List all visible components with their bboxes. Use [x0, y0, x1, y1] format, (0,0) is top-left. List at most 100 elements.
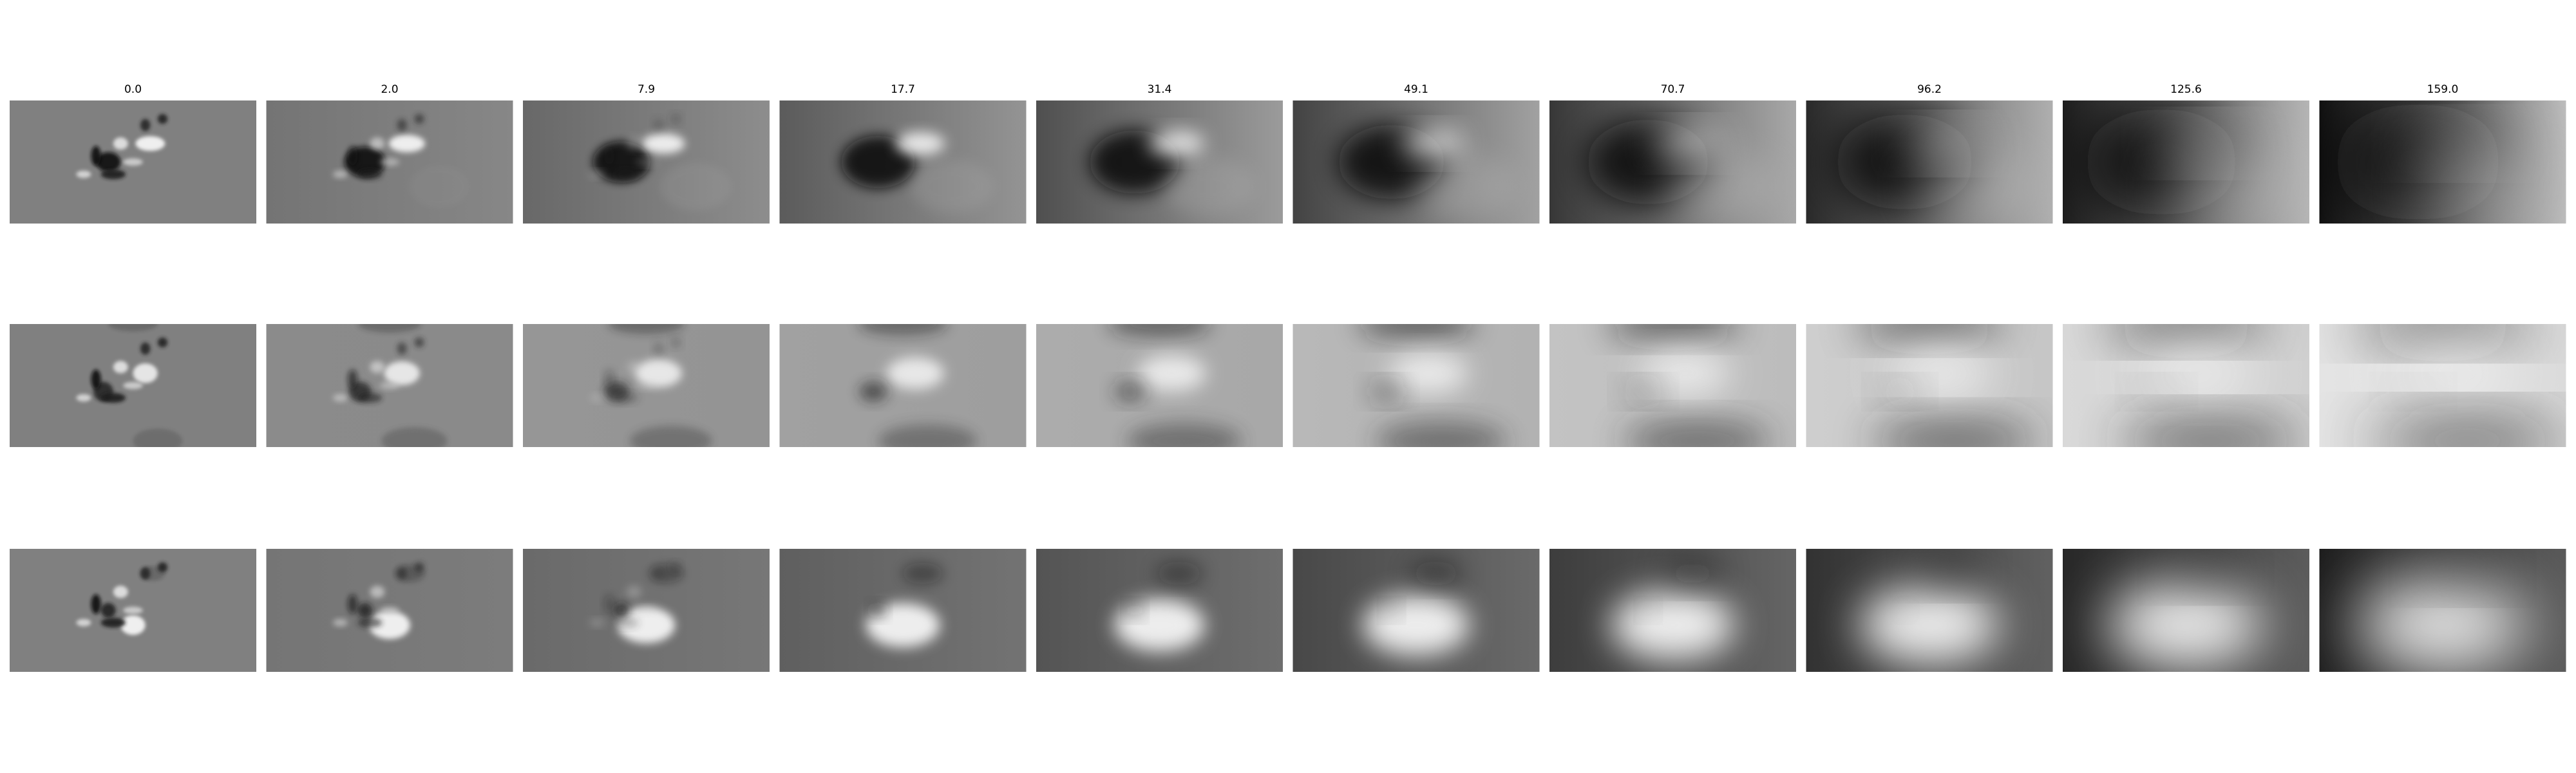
image-feature	[397, 342, 407, 355]
image-panel	[779, 100, 1027, 224]
image-feature	[76, 618, 91, 627]
image-feature	[629, 426, 712, 447]
image-feature	[2107, 324, 2266, 343]
image-feature	[2154, 603, 2169, 618]
image-feature	[636, 606, 656, 615]
image-feature	[653, 119, 664, 131]
image-feature	[332, 170, 348, 178]
image-feature	[2166, 146, 2304, 224]
column-title: 31.4	[1148, 83, 1172, 96]
image-feature	[96, 152, 121, 172]
image-feature	[76, 394, 91, 402]
image-panel	[10, 100, 256, 224]
image-panel	[1549, 100, 1796, 224]
image-panel	[2063, 549, 2309, 672]
image-feature	[347, 369, 358, 390]
image-feature	[1640, 351, 1730, 396]
image-feature	[1663, 559, 1721, 587]
image-feature	[886, 357, 944, 390]
image-feature	[589, 394, 605, 402]
image-feature	[91, 594, 101, 615]
column-title: 7.9	[638, 83, 655, 96]
image-feature	[140, 342, 151, 355]
image-feature	[589, 618, 605, 627]
image-feature	[895, 132, 945, 155]
image-feature	[636, 158, 656, 166]
image-feature	[358, 324, 421, 333]
image-feature	[135, 136, 166, 151]
image-panel	[1806, 100, 2053, 224]
image-feature	[370, 586, 385, 598]
image-feature	[1915, 149, 2042, 224]
column-title: 159.0	[2427, 83, 2459, 96]
image-feature	[670, 114, 681, 124]
image-feature	[370, 137, 385, 150]
image-feature	[857, 324, 949, 336]
image-feature	[670, 338, 681, 348]
image-feature	[1625, 381, 1662, 402]
image-feature	[871, 603, 886, 618]
image-feature	[140, 567, 151, 580]
image-feature	[653, 342, 664, 355]
image-feature	[414, 562, 424, 573]
image-feature	[1384, 603, 1399, 618]
image-panel	[1293, 324, 1540, 447]
image-feature	[1880, 381, 1920, 402]
image-feature	[626, 137, 641, 150]
image-panel	[523, 100, 770, 224]
image-feature	[133, 363, 158, 383]
image-feature	[120, 615, 146, 635]
image-feature	[617, 607, 676, 644]
image-feature	[123, 381, 143, 390]
image-panel	[1036, 100, 1283, 224]
image-feature	[1148, 130, 1205, 157]
column-title: 49.1	[1404, 83, 1428, 96]
image-feature	[604, 594, 614, 615]
image-feature	[2369, 416, 2566, 447]
image-feature	[653, 567, 664, 580]
image-feature	[607, 324, 685, 334]
image-panel	[523, 324, 770, 447]
image-feature	[369, 611, 410, 640]
image-feature	[604, 146, 614, 166]
image-panel	[2063, 324, 2309, 447]
image-feature	[604, 369, 614, 390]
image-feature	[332, 394, 348, 402]
image-feature	[659, 162, 732, 211]
image-panel	[1293, 100, 1540, 224]
image-panel	[1806, 324, 2053, 447]
image-panel	[779, 324, 1027, 447]
column-title: 2.0	[381, 83, 398, 96]
image-feature	[123, 158, 143, 166]
image-panel	[266, 324, 513, 447]
image-feature	[140, 119, 151, 131]
image-feature	[2391, 381, 2436, 402]
image-feature	[589, 170, 605, 178]
image-panel	[1549, 324, 1796, 447]
column-title: 0.0	[124, 83, 142, 96]
image-feature	[1655, 128, 1725, 160]
image-panel	[10, 324, 256, 447]
image-feature	[123, 606, 143, 615]
image-feature	[1891, 348, 1993, 397]
image-feature	[911, 160, 994, 214]
image-feature	[357, 617, 383, 628]
image-feature	[357, 392, 383, 403]
image-feature	[642, 133, 685, 154]
image-feature	[2136, 381, 2177, 402]
image-feature	[1127, 603, 1142, 618]
image-feature	[381, 427, 448, 447]
image-feature	[1162, 157, 1256, 216]
image-feature	[1859, 586, 2000, 664]
image-feature	[1388, 353, 1468, 394]
image-feature	[357, 169, 383, 180]
image-feature	[379, 606, 400, 615]
image-feature	[1155, 561, 1203, 586]
image-feature	[157, 114, 168, 124]
image-feature	[91, 369, 101, 390]
image-feature	[347, 146, 358, 166]
image-feature	[1114, 598, 1205, 652]
image-panel	[2319, 549, 2566, 672]
image-feature	[379, 158, 400, 166]
